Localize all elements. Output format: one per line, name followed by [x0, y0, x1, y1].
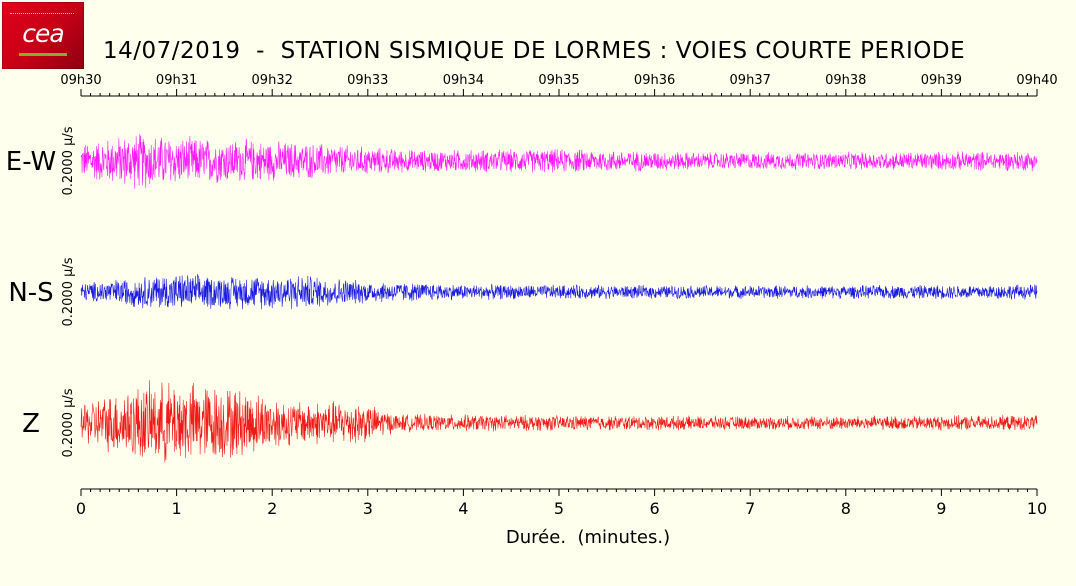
scale-label: 0.2000 µ/s	[61, 388, 76, 457]
chart-title: 14/07/2019 - STATION SISMIQUE DE LORMES …	[103, 38, 966, 64]
top-axis-tick-label: 09h31	[156, 73, 197, 88]
trace-label: N-S	[8, 278, 53, 308]
x-axis-tick-label: 6	[650, 499, 660, 518]
top-axis-tick-label: 09h36	[634, 73, 675, 88]
x-axis-tick-label: 8	[841, 499, 851, 518]
x-axis-tick-label: 5	[554, 499, 564, 518]
x-axis-tick-label: 7	[745, 499, 755, 518]
x-axis-label-text: Durée. (minutes.)	[505, 527, 671, 548]
trace-label: Z	[22, 409, 40, 439]
top-axis-tick-label: 09h30	[60, 73, 101, 88]
logo-tagline	[10, 13, 74, 17]
top-axis-tick-label: 09h32	[252, 73, 293, 88]
trace-label: E-W	[6, 147, 56, 177]
scale-label: 0.2000 µ/s	[61, 257, 76, 326]
top-axis-tick-label: 09h38	[825, 73, 866, 88]
trace-line	[80, 273, 1038, 310]
x-axis-tick-label: 10	[1027, 499, 1047, 518]
top-axis-tick-label: 09h33	[347, 73, 388, 88]
top-axis-tick-label: 09h37	[730, 73, 771, 88]
logo-underline	[19, 53, 67, 56]
x-axis-tick-label: 4	[458, 499, 468, 518]
trace-line	[80, 380, 1038, 463]
scale-label: 0.2000 µ/s	[61, 126, 76, 195]
x-axis-label: Durée. (minutes.)	[0, 527, 1076, 548]
top-axis-tick-label: 09h40	[1016, 73, 1057, 88]
logo-wordmark: cea	[22, 19, 64, 48]
x-axis-tick-label: 2	[267, 499, 277, 518]
cea-logo: cea	[2, 2, 84, 69]
top-axis-tick-label: 09h34	[443, 73, 484, 88]
x-axis-tick-label: 9	[936, 499, 946, 518]
top-axis-tick-label: 09h39	[921, 73, 962, 88]
trace-line	[80, 134, 1038, 189]
x-axis-tick-label: 3	[363, 499, 373, 518]
x-axis-tick-label: 0	[76, 499, 86, 518]
x-axis-tick-label: 1	[172, 499, 182, 518]
top-axis-tick-label: 09h35	[538, 73, 579, 88]
